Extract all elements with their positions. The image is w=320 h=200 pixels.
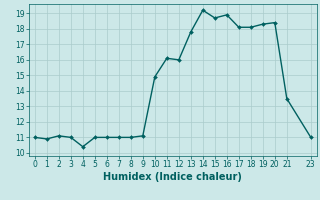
X-axis label: Humidex (Indice chaleur): Humidex (Indice chaleur) [103,172,242,182]
